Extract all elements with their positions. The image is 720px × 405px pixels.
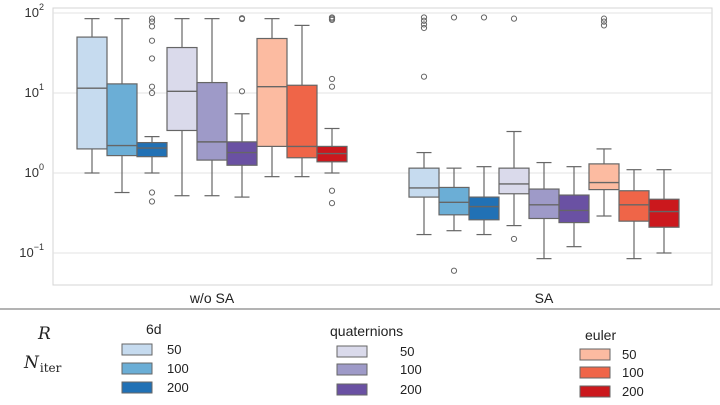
outlier-point [148, 55, 156, 62]
legend-swatch [121, 362, 153, 375]
box-iqr [468, 196, 500, 221]
outlier-point [420, 21, 428, 28]
legend-group-title: quaternions [330, 323, 403, 339]
legend-swatch [579, 385, 611, 398]
box-6d-200-wo-sa [136, 15, 168, 205]
legend-group-quaternions: quaternions 50 100 200 [330, 323, 422, 397]
legend-group-title: 6d [146, 321, 162, 337]
outlier-point [420, 17, 428, 24]
y-tick-label: 101 [25, 82, 44, 100]
box-iqr [136, 141, 168, 158]
legend: R Niter 6d50100200quaternions50100200eul… [23, 321, 644, 399]
legend-label: 50 [622, 347, 636, 362]
legend-label: 50 [167, 342, 181, 357]
box-iqr [588, 163, 620, 191]
legend-swatch [336, 363, 368, 376]
box-iqr [558, 194, 590, 224]
legend-label: 100 [167, 361, 189, 376]
legend-swatch [336, 345, 368, 358]
legend-swatch [336, 383, 368, 396]
outlier-point [328, 83, 336, 90]
legend-label: 200 [622, 384, 644, 399]
box-iqr [76, 36, 108, 150]
outlier-point [238, 15, 246, 22]
outlier-point [328, 200, 336, 207]
outlier-point [600, 18, 608, 25]
legend-label: 200 [400, 382, 422, 397]
box-iqr [648, 198, 680, 228]
box-iqr [528, 188, 560, 220]
box-quaternions-200-sa [558, 166, 590, 248]
box-iqr [498, 167, 530, 195]
box-6d-100-wo-sa [106, 18, 138, 194]
legend-swatch [121, 343, 153, 356]
outlier-point [420, 14, 428, 21]
outlier-point [238, 88, 246, 95]
box-iqr [106, 83, 138, 157]
x-tick-label: w/o SA [189, 290, 235, 306]
outlier-point [600, 15, 608, 22]
box-quaternions-200-wo-sa [226, 15, 258, 198]
outlier-point [148, 189, 156, 196]
box-euler-100-sa [618, 169, 650, 260]
box-euler-200-wo-sa [316, 14, 348, 207]
box-6d-50-wo-sa [76, 18, 108, 174]
box-iqr [438, 186, 470, 216]
outlier-point [148, 89, 156, 97]
outlier-point [328, 75, 336, 83]
box-euler-100-wo-sa [286, 24, 318, 178]
box-iqr [226, 141, 258, 166]
legend-label: 100 [400, 362, 422, 377]
outlier-point [510, 15, 518, 22]
y-tick-label: 10−1 [19, 242, 44, 260]
box-6d-200-sa [468, 14, 500, 236]
outlier-point [148, 83, 156, 90]
legend-swatch [579, 348, 611, 361]
box-euler-50-sa [588, 15, 620, 217]
x-tick-label: SA [535, 290, 554, 306]
box-quaternions-50-sa [498, 15, 530, 243]
box-iqr [408, 167, 440, 198]
outlier-point [600, 22, 608, 29]
outlier-point [148, 198, 156, 205]
outlier-point [148, 37, 156, 44]
box-iqr [286, 84, 318, 159]
legend-symbol-r: R [37, 324, 51, 344]
box-6d-50-sa [408, 14, 440, 236]
outlier-point [420, 73, 428, 80]
legend-label: 200 [167, 380, 189, 395]
outlier-point [450, 267, 458, 274]
legend-symbol-n-iter: Niter [23, 353, 62, 375]
y-tick-label: 102 [25, 2, 44, 20]
legend-swatch [579, 366, 611, 379]
y-tick-label: 100 [25, 162, 44, 180]
outlier-point [420, 24, 428, 32]
box-iqr [256, 37, 288, 148]
plot-area [52, 7, 713, 286]
legend-label: 50 [400, 344, 414, 359]
outlier-point [328, 187, 336, 194]
outlier-point [480, 14, 488, 21]
legend-label: 100 [622, 365, 644, 380]
legend-group-euler: euler 50 100 200 [579, 327, 644, 399]
box-quaternions-100-wo-sa [196, 18, 228, 197]
box-euler-200-sa [648, 169, 680, 254]
legend-group-title: euler [585, 327, 616, 343]
outlier-point [148, 18, 156, 25]
y-axis: 102 101 100 10−1 [19, 2, 44, 260]
outlier-point [450, 14, 458, 21]
box-iqr [196, 81, 228, 161]
x-axis: w/o SA SA [189, 290, 554, 306]
legend-swatch [121, 381, 153, 394]
outlier-point [148, 15, 156, 22]
legend-group-6d: 6d 50 100 200 [121, 321, 189, 395]
box-iqr [618, 190, 650, 222]
box-iqr [166, 46, 198, 132]
outlier-point [510, 235, 518, 243]
outlier-point [328, 14, 336, 21]
